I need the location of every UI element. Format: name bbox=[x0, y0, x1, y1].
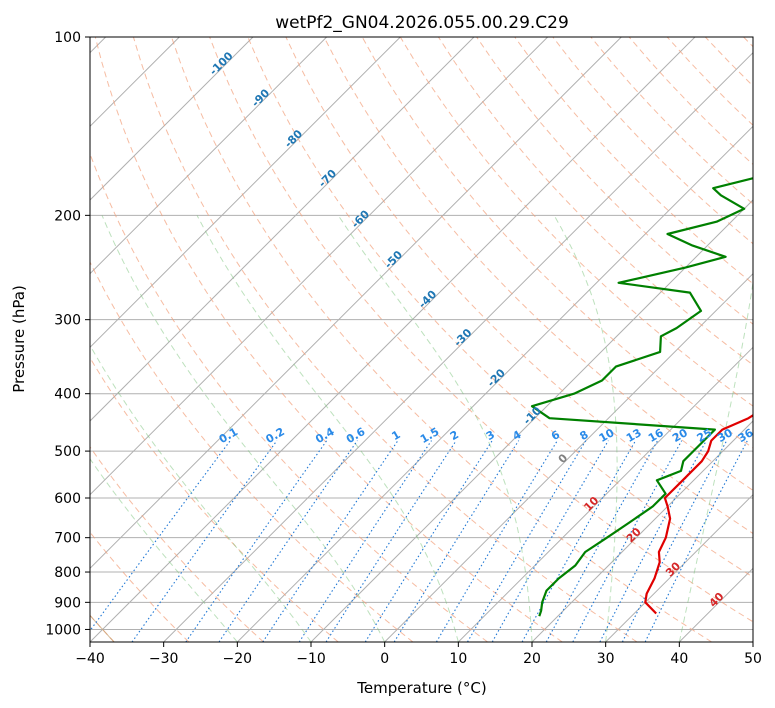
isotherm-gridline bbox=[457, 346, 753, 642]
dry-adiabat bbox=[90, 260, 414, 642]
chart-title: wetPf2_GN04.2026.055.00.29.C29 bbox=[275, 13, 569, 33]
dry-adiabat bbox=[323, 37, 753, 491]
x-tick-label: 0 bbox=[380, 651, 389, 667]
plot-frame bbox=[89, 36, 754, 643]
x-tick-label: −10 bbox=[296, 651, 326, 667]
mixing-ratio-line bbox=[491, 440, 609, 642]
x-tick-label: 50 bbox=[744, 651, 762, 667]
dry-adiabat bbox=[90, 446, 264, 642]
y-tick-label: 500 bbox=[54, 444, 81, 460]
dry-adiabat bbox=[94, 37, 563, 642]
mixing-ratio-line bbox=[325, 440, 457, 642]
y-tick-label: 600 bbox=[54, 491, 81, 507]
isotherm-gridline bbox=[90, 37, 696, 642]
dry-adiabat bbox=[132, 37, 638, 642]
y-tick-label: 400 bbox=[54, 387, 81, 403]
moist-adiabat bbox=[196, 215, 459, 642]
isotherm-gridline bbox=[384, 272, 753, 642]
isotherm-gridline bbox=[90, 37, 254, 201]
x-axis-label: Temperature (°C) bbox=[356, 679, 486, 697]
isotherm-gridline bbox=[90, 37, 622, 570]
mixing-ratio-line bbox=[298, 440, 432, 642]
temperature-profile-line bbox=[644, 414, 753, 615]
dry-adiabat bbox=[171, 37, 712, 642]
y-axis-label: Pressure (hPa) bbox=[10, 285, 28, 393]
moist-adiabat bbox=[337, 215, 533, 642]
mixing-ratio-line bbox=[467, 440, 587, 642]
y-axis-ticks: 100 200 300 400 500 600 700 800 900 1000 bbox=[45, 30, 90, 638]
mixing-ratio-line bbox=[364, 440, 493, 642]
mixing-ratio-line bbox=[521, 440, 637, 642]
mixing-ratio-line bbox=[435, 440, 558, 642]
background-adiabats bbox=[90, 37, 753, 642]
x-tick-label: −20 bbox=[223, 651, 253, 667]
isotherm-gridline bbox=[90, 37, 401, 349]
mixing-ratio-line bbox=[572, 440, 683, 642]
mixing-ratio-line bbox=[545, 440, 659, 642]
y-tick-label: 1000 bbox=[45, 622, 81, 638]
moist-adiabat bbox=[90, 344, 312, 642]
dry-adiabat bbox=[476, 37, 753, 325]
isotherm-gridline bbox=[90, 37, 549, 496]
isotherm-gridline bbox=[236, 125, 753, 642]
profile-series bbox=[530, 177, 753, 617]
mixing-ratio-line bbox=[644, 440, 748, 642]
y-tick-label: 100 bbox=[54, 30, 81, 46]
isotherm-gridline bbox=[531, 420, 753, 642]
dry-adiabat bbox=[514, 37, 753, 285]
dry-adiabat bbox=[209, 37, 753, 623]
x-tick-label: −40 bbox=[75, 651, 105, 667]
moist-adiabat bbox=[90, 457, 238, 642]
y-tick-label: 900 bbox=[54, 595, 81, 611]
dewpoint-profile-line bbox=[530, 177, 753, 617]
x-tick-label: 20 bbox=[523, 651, 541, 667]
y-tick-label: 800 bbox=[54, 565, 81, 581]
grid-lines bbox=[90, 37, 753, 642]
x-tick-label: 10 bbox=[449, 651, 467, 667]
dry-adiabat bbox=[285, 37, 753, 535]
x-tick-label: 40 bbox=[670, 651, 688, 667]
mixing-ratio-label: 36 bbox=[736, 426, 756, 445]
isotherm-gridline bbox=[90, 37, 475, 422]
y-tick-label: 200 bbox=[54, 208, 81, 224]
mixing-ratio-line bbox=[262, 440, 399, 642]
isotherm-gridline bbox=[163, 51, 753, 642]
x-tick-label: −30 bbox=[149, 651, 179, 667]
x-tick-label: 30 bbox=[597, 651, 615, 667]
mixing-ratio-line bbox=[131, 440, 278, 642]
mixing-ratio-lines bbox=[90, 440, 748, 642]
plot-area: -100-90-80-70-60-50-40-30-20-10010203040… bbox=[90, 37, 756, 642]
isotherm-gridline bbox=[605, 493, 753, 642]
mixing-ratio-line bbox=[393, 440, 520, 642]
moist-adiabat bbox=[553, 215, 618, 642]
dry-adiabat bbox=[247, 37, 753, 578]
x-axis-ticks: −40 −30 −20 −10 0 10 20 30 40 50 bbox=[75, 642, 762, 667]
moist-adiabat bbox=[101, 215, 386, 642]
mixing-ratio-line bbox=[90, 440, 231, 632]
dry-adiabat bbox=[90, 356, 339, 642]
isotherm-gridline bbox=[90, 37, 328, 275]
y-tick-label: 300 bbox=[54, 313, 81, 329]
y-tick-label: 700 bbox=[54, 531, 81, 547]
mixing-ratio-line bbox=[185, 440, 328, 642]
moist-adiabat bbox=[678, 279, 753, 642]
